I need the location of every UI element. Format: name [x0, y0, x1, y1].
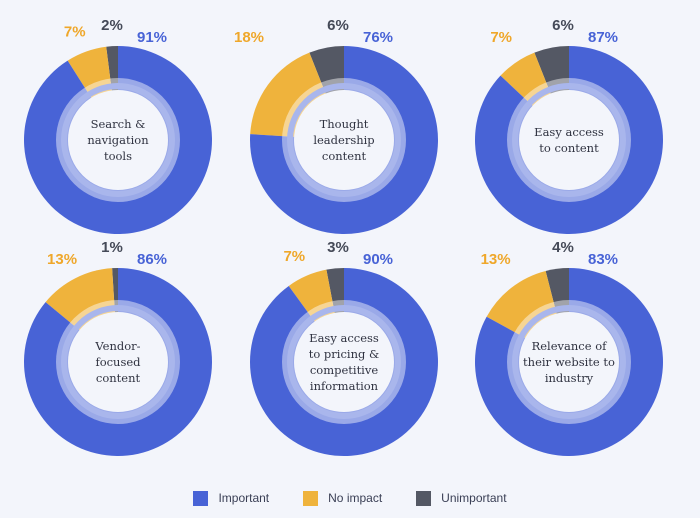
value-label-no-impact: 13%: [47, 251, 77, 268]
donut-chart-3: 87% 7% 6% Easy access to content: [475, 17, 663, 234]
value-label-no-impact: 7%: [64, 24, 86, 41]
value-label-no-impact: 7%: [283, 248, 305, 265]
value-label-important: 83%: [588, 251, 618, 268]
donut-center: [519, 90, 619, 190]
value-label-unimportant: 1%: [101, 239, 123, 256]
value-label-unimportant: 2%: [101, 17, 123, 34]
legend-swatch-important: [193, 490, 209, 506]
donut-chart-5: 90% 7% 3% Easy access to pricing & competitiv…: [249, 239, 438, 456]
donut-center: [294, 312, 394, 412]
legend-swatch-unimportant: [416, 490, 432, 506]
donut-center: [68, 312, 168, 412]
chart-title: Easy access to content: [534, 125, 604, 155]
value-label-unimportant: 3%: [327, 239, 349, 256]
value-label-no-impact: 13%: [481, 251, 511, 268]
value-label-important: 90%: [363, 251, 393, 268]
value-label-unimportant: 4%: [552, 239, 574, 256]
legend-item-no-impact: No impact: [303, 490, 383, 506]
chart-title: Thought leadership content: [313, 117, 374, 163]
donut-chart-4: 86% 13% 1% Vendor-focused content: [23, 239, 212, 456]
legend-label-no-impact: No impact: [328, 491, 383, 505]
value-label-no-impact: 18%: [234, 29, 264, 46]
legend-label-unimportant: Unimportant: [441, 491, 507, 505]
inner-ring-stroke: [512, 83, 626, 197]
chart-title: Relevance of their website to industry: [523, 339, 615, 385]
inner-ring-stroke: [61, 305, 175, 419]
donut-chart-1: 91% 7% 2% Search & navigation tools: [23, 17, 213, 234]
value-label-unimportant: 6%: [552, 17, 574, 34]
legend-label-important: Important: [218, 491, 270, 505]
chart-title: Easy access to pricing & competitive inform…: [309, 331, 380, 393]
value-label-important: 86%: [137, 251, 167, 268]
value-label-no-impact: 7%: [490, 29, 512, 46]
donut-center: [294, 90, 394, 190]
legend-item-important: Important: [193, 490, 270, 506]
donut-center: [68, 90, 168, 190]
inner-ring-stroke: [287, 305, 401, 419]
inner-ring-stroke: [61, 83, 175, 197]
donut-chart-2: 76% 18% 6% Thought leadership content: [234, 17, 438, 234]
value-label-important: 91%: [137, 29, 167, 46]
inner-ring-stroke: [512, 305, 626, 419]
legend: Important No impact Unimportant: [0, 486, 700, 510]
legend-item-unimportant: Unimportant: [416, 490, 507, 506]
value-label-important: 76%: [363, 29, 393, 46]
inner-ring-stroke: [287, 83, 401, 197]
chart-title: Vendor-focused content: [94, 339, 141, 385]
legend-swatch-no-impact: [303, 490, 319, 506]
chart-title: Search & navigation tools: [87, 117, 149, 163]
donut-center: [519, 312, 619, 412]
donut-chart-6: 83% 13% 4% Relevance of their website to indu…: [475, 239, 663, 456]
value-label-unimportant: 6%: [327, 17, 349, 34]
value-label-important: 87%: [588, 29, 618, 46]
